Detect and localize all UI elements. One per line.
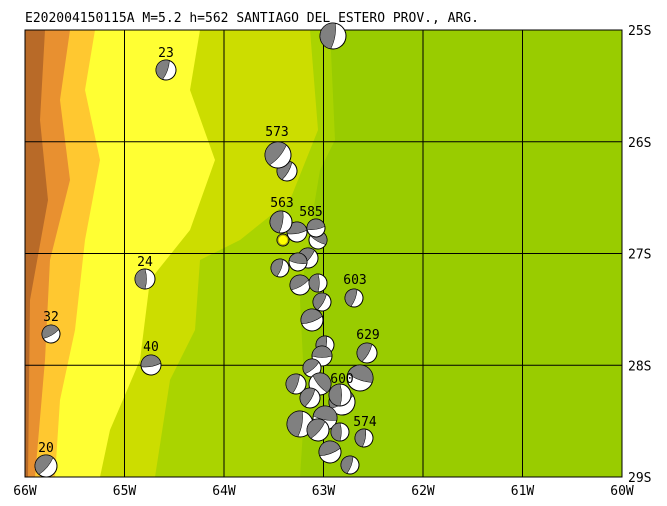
beachball — [264, 141, 292, 169]
beachball-quadrant — [286, 410, 303, 438]
beachball — [312, 292, 332, 312]
beachball-quadrant — [300, 308, 323, 325]
beachball-quadrant — [354, 428, 367, 448]
beachball-quadrant — [318, 440, 341, 457]
event-label: 603 — [343, 273, 366, 288]
beachball-quadrant — [299, 387, 316, 407]
beachball-quadrant — [269, 210, 284, 234]
beachball — [34, 454, 58, 478]
beachball — [41, 324, 61, 344]
beachball-quadrant — [311, 345, 333, 358]
beachball — [285, 373, 307, 395]
beachball-quadrant — [155, 59, 170, 80]
event-label: 23 — [158, 46, 174, 61]
beachball — [328, 383, 352, 407]
latitude-label: 28S — [628, 359, 651, 374]
beachball — [269, 210, 293, 234]
beachball — [155, 59, 177, 81]
longitude-label: 64W — [212, 484, 236, 499]
event-label: 40 — [143, 340, 159, 355]
focal-mechanisms — [34, 22, 378, 478]
event-label: 20 — [38, 441, 54, 456]
longitude-label: 66W — [13, 484, 37, 499]
beachball — [288, 252, 308, 272]
beachball — [346, 364, 374, 392]
event-label: 585 — [299, 205, 322, 220]
beachball — [302, 358, 322, 378]
beachball-quadrant — [312, 405, 338, 421]
beachball — [344, 288, 364, 308]
beachball — [286, 410, 314, 438]
epicenter-marker — [277, 234, 289, 246]
beachball — [354, 428, 374, 448]
beachball — [306, 218, 326, 238]
beachball-quadrant — [288, 252, 308, 265]
beachball-quadrant — [347, 364, 374, 383]
beachball — [340, 455, 360, 475]
beachball-quadrant — [134, 268, 147, 290]
beachball-quadrant — [140, 354, 162, 368]
beachball — [356, 342, 378, 364]
beachball-quadrant — [302, 358, 320, 375]
beachball — [134, 268, 156, 290]
beachball-quadrant — [289, 274, 309, 291]
beachball-quadrant — [41, 324, 60, 339]
event-label: 574 — [353, 415, 377, 430]
longitude-label: 61W — [511, 484, 535, 499]
beachball-quadrant — [328, 383, 342, 407]
beachball-quadrant — [264, 141, 287, 166]
beachball — [286, 221, 308, 243]
event-label: 24 — [137, 255, 153, 270]
beachball — [289, 274, 311, 296]
beachball-quadrant — [285, 373, 300, 394]
beachball-quadrant — [344, 288, 358, 307]
longitude-label: 60W — [610, 484, 634, 499]
beachball — [306, 418, 330, 442]
longitude-label: 62W — [411, 484, 435, 499]
latitude-label: 27S — [628, 248, 651, 263]
beachball-quadrant — [34, 454, 54, 475]
beachball — [330, 422, 350, 442]
latitude-label: 25S — [628, 24, 651, 39]
beachball — [270, 258, 290, 278]
event-label: 600 — [330, 372, 353, 387]
beachball-quadrant — [306, 218, 326, 231]
beachball — [308, 273, 328, 293]
beachball-quadrant — [330, 422, 342, 442]
event-label: 32 — [43, 310, 59, 325]
latitude-label: 26S — [628, 136, 651, 151]
beachball — [300, 308, 324, 332]
beachball-quadrant — [312, 372, 332, 393]
longitude-label: 63W — [312, 484, 336, 499]
event-label: 563 — [270, 196, 293, 211]
beachball-quadrant — [340, 455, 354, 474]
beachball-quadrant — [306, 418, 326, 439]
latitude-label: 29S — [628, 471, 651, 486]
beachball — [318, 440, 342, 464]
beachball — [140, 354, 162, 376]
beachball-quadrant — [356, 342, 373, 362]
map-title: E202004150115A M=5.2 h=562 SANTIAGO DEL … — [25, 11, 479, 26]
beachball — [319, 22, 347, 50]
beachball-quadrant — [319, 22, 336, 50]
event-label: 629 — [356, 328, 379, 343]
beachball — [299, 387, 321, 409]
event-label: 573 — [265, 125, 288, 140]
longitude-label: 65W — [113, 484, 137, 499]
beachball-quadrant — [312, 292, 327, 311]
beachball-quadrant — [308, 273, 320, 293]
beachball-quadrant — [270, 258, 284, 277]
